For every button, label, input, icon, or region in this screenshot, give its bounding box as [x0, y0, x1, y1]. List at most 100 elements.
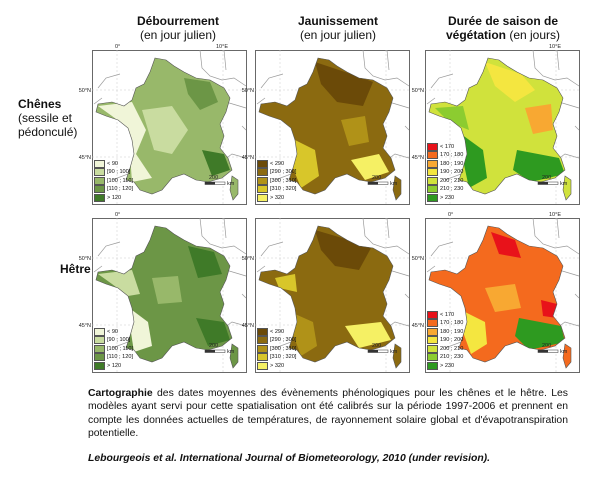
svg-text:0°: 0°: [115, 212, 120, 218]
row-label-chenes: Chênes (sessile et pédonculé): [18, 97, 98, 139]
legend-label: < 90: [107, 328, 119, 335]
svg-text:0°: 0°: [448, 212, 453, 218]
column-title: Débourrement: [136, 14, 219, 28]
legend-swatch: [257, 336, 268, 345]
legend-swatch: [94, 327, 105, 336]
column-subtitle: (en jour julien): [139, 28, 217, 42]
svg-text:200: 200: [542, 343, 551, 349]
legend-swatch: [427, 159, 438, 168]
svg-text:200: 200: [209, 343, 218, 349]
legend-item: [310 ; 320]: [257, 185, 296, 194]
column-header-jaunissement: Jaunissement (en jour julien): [278, 14, 398, 42]
legend-label: 180 ; 190: [440, 328, 464, 335]
legend-swatch: [257, 168, 268, 177]
column-title: Jaunissement: [297, 14, 379, 28]
legend-label: 180 ; 190: [440, 160, 464, 167]
map-legend: < 170 170 ; 180 180 ; 190 190 ; 200 200 ; 21…: [427, 142, 464, 203]
svg-text:200: 200: [209, 175, 218, 181]
legend-swatch: [94, 193, 105, 202]
svg-text:50°N: 50°N: [79, 88, 91, 94]
legend-label: [300 ; 310]: [270, 177, 297, 184]
citation: Lebourgeois et al. International Journal…: [88, 453, 491, 464]
legend-label: 200 ; 210: [440, 177, 464, 184]
map-jaunissement-hetre: 200 km 50°N 45°N < 290 [290 ; 300] [300 ; …: [242, 217, 410, 373]
map-legend: < 90 [90 ; 100] [100 ; 110] [110 ; 120] > 12…: [94, 159, 134, 203]
legend-label: 170 ; 180: [440, 152, 464, 159]
svg-text:50°N: 50°N: [242, 88, 254, 94]
legend-item: [300 ; 310]: [257, 176, 297, 186]
legend-swatch: [257, 353, 268, 362]
map-debourrement-chenes: 200 km 50°N 45°N 0° 10°E < 90 [90 ; 100] [1…: [79, 44, 247, 205]
row-title: Chênes: [18, 97, 62, 111]
legend-swatch: [94, 336, 105, 345]
legend-item: 210 ; 230: [427, 185, 463, 194]
legend-item: > 320: [257, 193, 296, 203]
legend-swatch: [257, 193, 268, 202]
svg-text:45°N: 45°N: [242, 155, 254, 161]
column-header-debourrement: Débourrement (en jour julien): [118, 14, 238, 42]
caption-text: des dates moyennes des évènements phénol…: [88, 388, 568, 440]
legend-swatch: [427, 327, 438, 336]
legend-swatch: [427, 193, 438, 202]
figure-caption: Cartographie des dates moyennes des évèn…: [88, 387, 568, 441]
svg-text:45°N: 45°N: [79, 323, 91, 329]
legend-label: < 290: [270, 160, 285, 167]
legend-item: 180 ; 190: [427, 327, 464, 337]
legend-swatch: [427, 353, 438, 362]
svg-text:10°E: 10°E: [549, 212, 561, 218]
legend-label: > 230: [440, 194, 455, 201]
row-title: Hêtre: [60, 262, 91, 276]
legend-swatch: [257, 327, 268, 336]
legend-item: [100 ; 110]: [94, 344, 133, 354]
legend-swatch: [94, 361, 105, 370]
map-saison-hetre: 200 km 50°N 45°N 0° 10°E < 170 170 ; 180 18…: [412, 212, 580, 373]
legend-label: [300 ; 310]: [270, 345, 297, 352]
legend-swatch: [427, 176, 438, 185]
column-title: Durée de saison de: [447, 14, 559, 28]
legend-item: < 170: [427, 310, 463, 320]
legend-swatch: [94, 185, 105, 194]
legend-label: < 290: [270, 328, 285, 335]
row-label-hetre: Hêtre: [60, 262, 91, 276]
legend-label: [100 ; 110]: [107, 177, 134, 184]
legend-item: 200 ; 210: [427, 344, 463, 354]
svg-text:10°E: 10°E: [216, 44, 228, 50]
legend-item: 170 ; 180: [427, 151, 463, 160]
caption-lead: Cartographie: [88, 388, 153, 399]
legend-item: [290 ; 300]: [257, 336, 296, 345]
svg-text:km: km: [390, 181, 398, 187]
legend-item: > 230: [427, 361, 463, 371]
legend-label: < 90: [107, 160, 119, 167]
svg-text:km: km: [560, 181, 568, 187]
legend-item: [310 ; 320]: [257, 353, 296, 362]
legend-label: [290 ; 300]: [270, 169, 297, 176]
legend-swatch: [427, 361, 438, 370]
legend-item: [110 ; 120]: [94, 185, 133, 194]
svg-text:50°N: 50°N: [242, 256, 254, 262]
legend-item: [100 ; 110]: [94, 176, 134, 186]
legend-label: < 170: [440, 143, 455, 150]
legend-label: 190 ; 200: [440, 169, 464, 176]
svg-text:0°: 0°: [115, 44, 120, 50]
legend-item: < 290: [257, 327, 296, 337]
svg-text:50°N: 50°N: [412, 256, 424, 262]
map-jaunissement-chenes: 200 km 50°N 45°N < 290 [290 ; 300] [300 ; …: [242, 49, 410, 205]
legend-swatch: [257, 176, 268, 185]
legend-swatch: [427, 142, 438, 151]
legend-swatch: [94, 159, 105, 168]
svg-text:km: km: [390, 349, 398, 355]
legend-swatch: [427, 151, 438, 160]
legend-item: > 120: [94, 193, 133, 203]
map-saison-chenes: 200 km 50°N 45°N 10°E < 170 170 ; 180 180 …: [412, 44, 580, 205]
legend-swatch: [427, 185, 438, 194]
legend-item: 200 ; 210: [427, 176, 464, 186]
map-debourrement-hetre: 200 km 50°N 45°N 0° < 90 [90 ; 100] [100 ;…: [79, 212, 247, 373]
legend-label: [90 ; 100]: [107, 169, 131, 176]
legend-item: 180 ; 190: [427, 159, 464, 169]
row-subtitle-line2: pédonculé): [18, 125, 78, 139]
legend-item: > 120: [94, 361, 133, 371]
map-legend: < 170 170 ; 180 180 ; 190 190 ; 200 200 ; 21…: [427, 310, 464, 371]
legend-swatch: [94, 344, 105, 353]
legend-label: [110 ; 120]: [107, 354, 134, 361]
legend-swatch: [427, 336, 438, 345]
